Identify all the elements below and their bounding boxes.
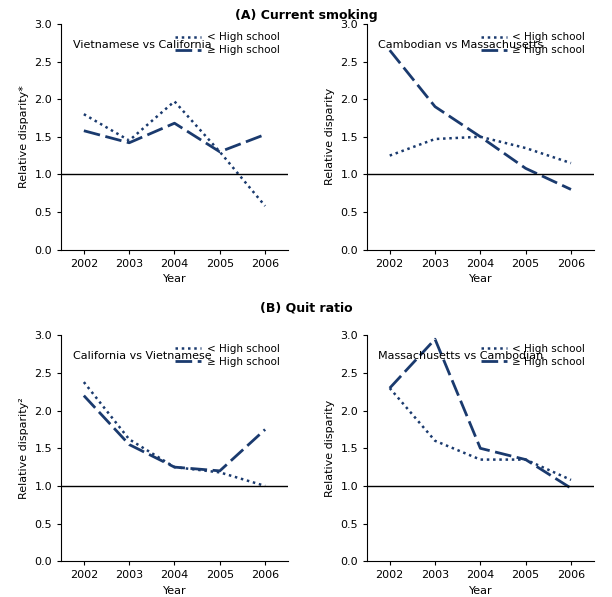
Text: California vs Vietnamese: California vs Vietnamese <box>73 351 211 361</box>
Y-axis label: Relative disparity: Relative disparity <box>325 88 335 186</box>
X-axis label: Year: Year <box>163 586 186 596</box>
X-axis label: Year: Year <box>469 274 492 284</box>
Legend: < High school, ≥ High school: < High school, ≥ High school <box>172 341 283 370</box>
X-axis label: Year: Year <box>469 586 492 596</box>
Y-axis label: Relative disparity: Relative disparity <box>325 399 335 497</box>
Text: Vietnamese vs California: Vietnamese vs California <box>73 39 211 50</box>
Text: (B) Quit ratio: (B) Quit ratio <box>259 301 353 315</box>
Legend: < High school, ≥ High school: < High school, ≥ High school <box>478 29 588 59</box>
Text: Cambodian vs Massachusetts: Cambodian vs Massachusetts <box>378 39 543 50</box>
Text: Massachusetts vs Cambodian: Massachusetts vs Cambodian <box>378 351 543 361</box>
X-axis label: Year: Year <box>163 274 186 284</box>
Y-axis label: Relative disparity*: Relative disparity* <box>19 85 29 188</box>
Legend: < High school, ≥ High school: < High school, ≥ High school <box>478 341 588 370</box>
Legend: < High school, ≥ High school: < High school, ≥ High school <box>172 29 283 59</box>
Text: (A) Current smoking: (A) Current smoking <box>234 9 378 22</box>
Y-axis label: Relative disparity²: Relative disparity² <box>19 398 29 499</box>
